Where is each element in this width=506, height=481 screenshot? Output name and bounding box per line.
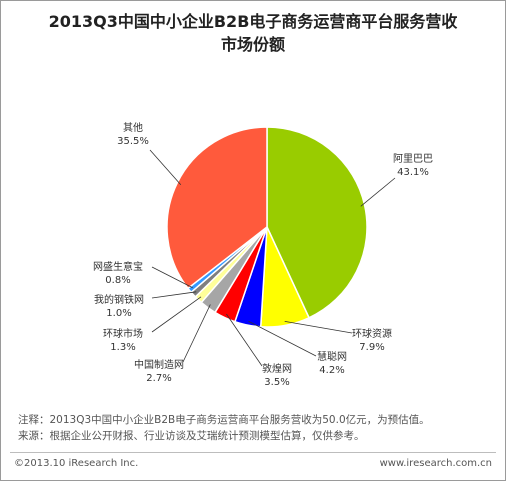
source-line: 来源：根据企业公开财报、行业访谈及艾瑞统计预测模型估算，仅供参考。 xyxy=(18,430,365,442)
pie-slice xyxy=(166,126,268,290)
slice-name-label: 环球市场 xyxy=(103,327,143,340)
pie-slice xyxy=(266,126,368,319)
slice-value-label: 7.9% xyxy=(359,342,384,353)
slice-name-label: 慧聪网 xyxy=(317,350,347,363)
slice-name-label: 阿里巴巴 xyxy=(393,153,433,165)
leader-line xyxy=(226,313,263,367)
title-line-2: 市场份额 xyxy=(220,35,285,54)
slice-value-label: 4.2% xyxy=(319,365,344,376)
leader-line xyxy=(360,177,396,207)
leader-line xyxy=(284,320,353,334)
slice-value-label: 0.8% xyxy=(105,275,130,286)
leader-line xyxy=(151,296,202,333)
website-text: www.iresearch.com.cn xyxy=(379,458,492,469)
leader-line xyxy=(182,304,211,363)
leader-line xyxy=(248,320,317,357)
slice-name-label: 网盛生意宝 xyxy=(93,260,143,273)
note-line: 注释：2013Q3中国中小企业B2B电子商务运营商平台服务营收为50.0亿元，为… xyxy=(18,414,430,426)
slice-name-label: 敦煌网 xyxy=(262,362,292,375)
title-line-1: 2013Q3中国中小企业B2B电子商务运营商平台服务营收 xyxy=(48,12,458,31)
leader-line xyxy=(149,149,182,186)
slice-name-label: 中国制造网 xyxy=(134,358,184,371)
slice-value-label: 35.5% xyxy=(117,136,149,147)
slice-value-label: 43.1% xyxy=(397,167,429,178)
slice-value-label: 3.5% xyxy=(264,377,289,388)
chart-title: 2013Q3中国中小企业B2B电子商务运营商平台服务营收 市场份额 xyxy=(0,10,506,56)
slice-name-label: 我的钢铁网 xyxy=(94,293,144,306)
leader-line xyxy=(151,266,193,289)
slice-value-label: 1.0% xyxy=(106,308,131,319)
slice-value-label: 2.7% xyxy=(146,373,171,384)
pie-slices xyxy=(166,126,368,328)
leader-lines xyxy=(149,149,396,367)
footer-divider xyxy=(10,452,496,453)
slice-name-label: 环球资源 xyxy=(352,327,392,340)
leader-line xyxy=(151,291,197,299)
slice-labels: 阿里巴巴 43.1% 环球资源 7.9% 慧聪网 4.2% 敦煌网 3.5% 中国制造网 2.7%… xyxy=(93,121,433,388)
chart-notes: 注释：2013Q3中国中小企业B2B电子商务运营商平台服务营收为50.0亿元，为… xyxy=(18,412,498,444)
slice-name-label: 其他 xyxy=(123,121,143,134)
slice-value-label: 1.3% xyxy=(110,342,135,353)
copyright-text: ©2013.10 iResearch Inc. xyxy=(14,458,139,469)
